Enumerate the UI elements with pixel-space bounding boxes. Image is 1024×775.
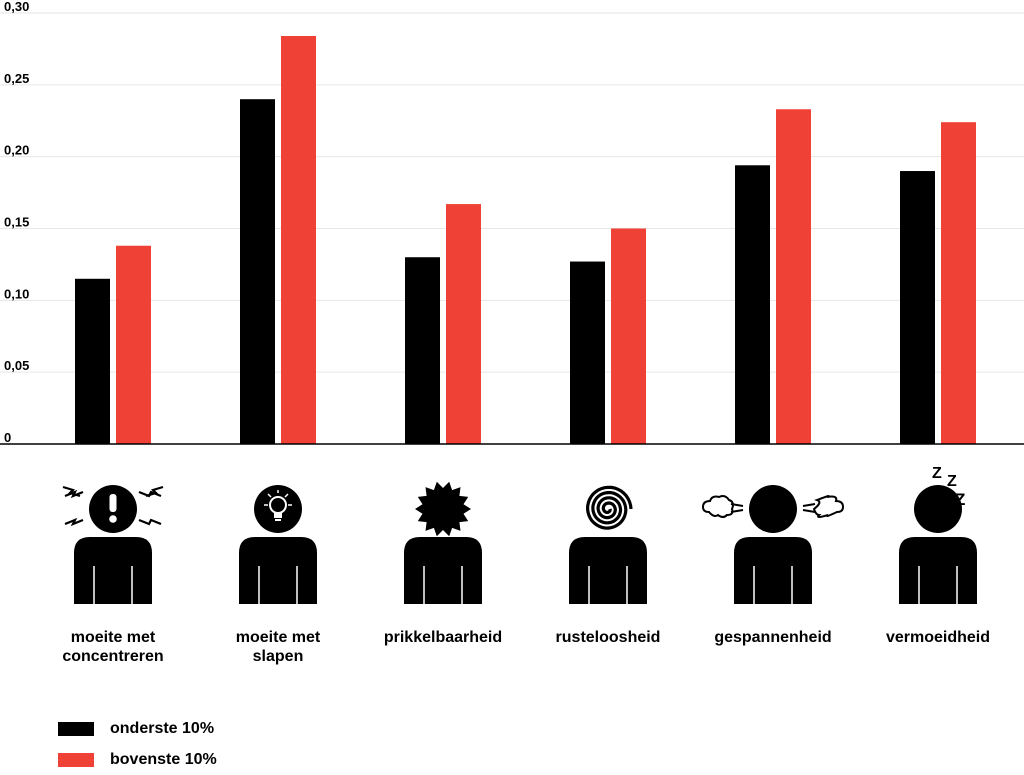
- category-label: rusteloosheid: [533, 628, 683, 647]
- bar-bovenste: [941, 122, 976, 444]
- category-icons: Z ZZ: [62, 465, 977, 604]
- bar-onderste: [240, 99, 275, 444]
- y-tick-label: 0,20: [4, 143, 29, 158]
- bar-bovenste: [116, 245, 151, 444]
- category-label-line: prikkelbaarheid: [383, 629, 503, 646]
- legend-item-onderste: onderste 10%: [58, 713, 217, 744]
- legend-label-bovenste: bovenste 10%: [110, 750, 217, 768]
- legend-swatch-onderste: [58, 721, 94, 736]
- zzz-letter: Z: [932, 465, 942, 482]
- y-tick-label: 0,10: [4, 286, 29, 301]
- zzz-letter: Z: [955, 490, 965, 509]
- bar-bovenste: [281, 35, 316, 445]
- person-spiky-head-icon: [404, 481, 482, 604]
- bar-bovenste: [776, 109, 811, 445]
- category-label: prikkelbaarheid: [368, 628, 518, 647]
- y-tick-label: 0: [4, 430, 11, 445]
- category-label-line: moeite met: [70, 629, 156, 646]
- bar-onderste: [570, 261, 605, 444]
- bar-bovenste: [446, 204, 481, 444]
- person-lightbulb-icon: [239, 485, 317, 604]
- category-label-line: vermoeidheid: [885, 629, 991, 646]
- legend-label-onderste: onderste 10%: [110, 719, 215, 737]
- category-label-line: rusteloosheid: [555, 629, 661, 646]
- legend: onderste 10% bovenste 10%: [58, 713, 217, 775]
- y-tick-label: 0,25: [4, 71, 29, 86]
- y-tick-label: 0,15: [4, 215, 29, 230]
- category-label-line: moeite met: [235, 629, 321, 646]
- person-exclamation-icon: [62, 485, 164, 604]
- legend-item-bovenste: bovenste 10%: [58, 744, 217, 775]
- category-label: moeite met concentreren: [38, 628, 188, 666]
- y-axis: 0 0,05 0,10 0,15 0,20 0,25 0,30: [4, 0, 29, 445]
- category-label-line: concentreren: [62, 648, 164, 665]
- category-label: gespannenheid: [698, 628, 848, 647]
- gridlines: [0, 12, 1024, 373]
- bar-onderste: [735, 165, 770, 444]
- person-zzz-icon: Z ZZ: [899, 465, 977, 604]
- category-label-line: gespannenheid: [714, 629, 832, 646]
- bar-onderste: [900, 171, 935, 445]
- bar-bovenste: [611, 228, 646, 444]
- y-tick-label: 0,30: [4, 0, 29, 14]
- person-steam-icon: [701, 485, 845, 604]
- y-tick-label: 0,05: [4, 358, 29, 373]
- legend-swatch-bovenste: [58, 752, 94, 767]
- person-spiral-icon: [569, 485, 647, 604]
- bar-onderste: [75, 278, 110, 444]
- bars: [75, 35, 976, 445]
- category-label: vermoeidheid: [863, 628, 1013, 647]
- category-label: moeite met slapen: [203, 628, 353, 666]
- category-label-line: slapen: [252, 648, 304, 665]
- zzz-letter: Z: [947, 473, 957, 490]
- bar-onderste: [405, 257, 440, 444]
